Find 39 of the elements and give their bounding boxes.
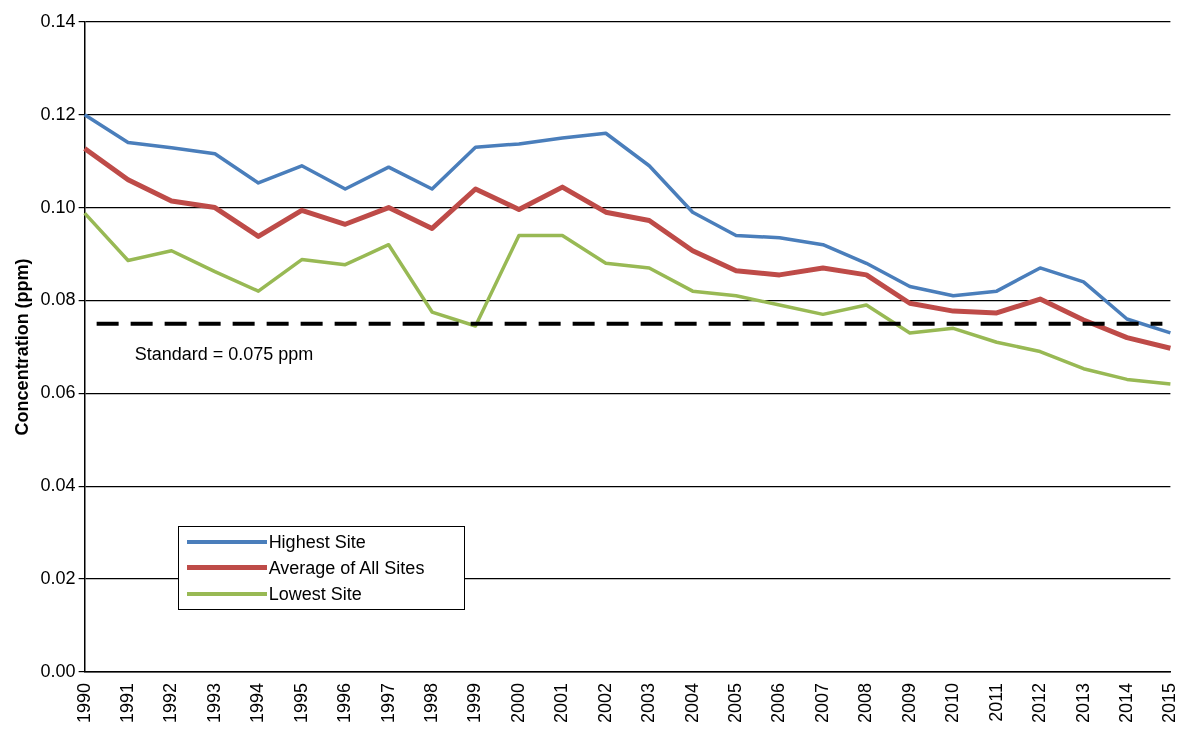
x-tick-label: 2010: [942, 682, 963, 723]
y-tick-label: 0.10: [40, 196, 76, 217]
y-tick-label: 0.08: [40, 289, 76, 310]
legend-label: Highest Site: [268, 530, 366, 554]
y-tick-label: 0.04: [40, 475, 76, 496]
x-tick-label: 2004: [681, 682, 702, 723]
x-tick-label: 2009: [898, 682, 919, 723]
y-tick-label: 0.00: [40, 660, 76, 681]
ref-line-label: Standard = 0.075 ppm: [134, 343, 314, 364]
y-tick-label: 0.06: [40, 382, 76, 403]
x-tick-label: 2005: [725, 682, 746, 723]
x-tick-label: 2012: [1029, 682, 1050, 723]
x-tick-label: 1990: [73, 682, 94, 723]
x-tick-label: 2015: [1159, 682, 1180, 723]
x-tick-label: 2002: [594, 682, 615, 723]
legend-label: Lowest Site: [268, 582, 362, 606]
x-tick-label: 1995: [290, 682, 311, 723]
y-tick-label: 0.14: [40, 10, 76, 31]
x-tick-label: 2011: [985, 682, 1006, 722]
y-axis-title: Concentration (ppm): [11, 258, 32, 436]
y-tick-label: 0.12: [40, 103, 76, 124]
x-tick-label: 2014: [1115, 682, 1136, 723]
x-tick-label: 1991: [117, 682, 138, 723]
x-tick-label: 1994: [247, 682, 268, 723]
x-tick-label: 1992: [160, 682, 181, 723]
x-tick-label: 1998: [421, 682, 442, 723]
x-tick-label: 2001: [551, 682, 572, 723]
x-tick-label: 1993: [203, 682, 224, 723]
x-tick-label: 2000: [507, 682, 528, 723]
x-tick-label: 2013: [1072, 682, 1093, 723]
x-tick-label: 2007: [811, 682, 832, 723]
legend-label: Average of All Sites: [268, 556, 425, 580]
x-tick-label: 1997: [377, 682, 398, 723]
x-tick-label: 2003: [638, 682, 659, 723]
y-tick-label: 0.02: [40, 568, 76, 589]
x-tick-label: 2008: [855, 682, 876, 723]
x-tick-label: 1999: [464, 682, 485, 723]
x-tick-label: 1996: [334, 682, 355, 723]
x-tick-label: 2006: [768, 682, 789, 723]
